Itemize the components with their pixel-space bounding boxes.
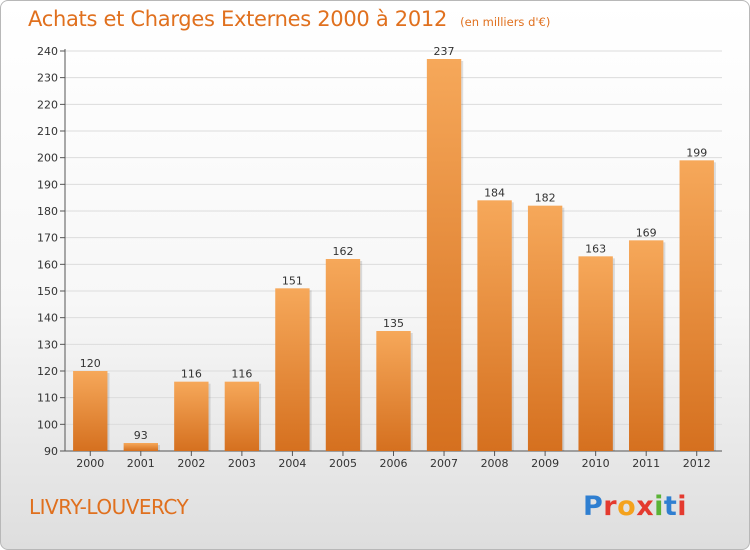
bar-rect (275, 288, 310, 451)
y-tick-label: 140 (37, 312, 58, 325)
x-tick-label: 2004 (278, 457, 306, 470)
y-tick-label: 200 (37, 152, 58, 165)
data-label: 116 (181, 368, 202, 381)
logo-letter: P (583, 491, 604, 522)
y-tick-label: 220 (37, 98, 58, 111)
data-label: 162 (332, 245, 353, 258)
bar-2008 (477, 200, 514, 451)
data-label: 169 (636, 226, 657, 239)
bar-rect (578, 256, 613, 451)
bar-rect (123, 443, 158, 451)
bar-rect (376, 331, 411, 451)
data-label: 184 (484, 186, 505, 199)
x-tick-label: 2008 (481, 457, 509, 470)
x-tick-label: 2003 (228, 457, 256, 470)
chart-title: Achats et Charges Externes 2000 à 2012 (… (28, 7, 550, 31)
bar-rect (477, 200, 512, 451)
logo-letter: i (677, 491, 688, 522)
data-label: 93 (134, 429, 148, 442)
data-label: 163 (585, 242, 606, 255)
y-tick-label: 150 (37, 285, 58, 298)
x-tick-label: 2011 (632, 457, 660, 470)
bar-rect (629, 240, 664, 451)
y-tick-label: 130 (37, 338, 58, 351)
chart-title-text: Achats et Charges Externes 2000 à 2012 (28, 7, 448, 31)
bar-2000 (73, 371, 110, 451)
y-tick-label: 190 (37, 178, 58, 191)
data-label: 120 (80, 357, 101, 370)
bar-rect (174, 381, 209, 451)
y-tick-label: 170 (37, 232, 58, 245)
y-tick-label: 90 (44, 445, 58, 458)
data-label: 199 (686, 146, 707, 159)
bar-2010 (578, 256, 615, 451)
data-label: 135 (383, 317, 404, 330)
bar-2003 (224, 381, 262, 451)
data-label: 182 (535, 192, 556, 205)
data-label: 237 (434, 45, 455, 58)
data-label: 151 (282, 274, 303, 287)
y-tick-label: 210 (37, 125, 58, 138)
bar-rect (426, 59, 462, 451)
x-tick-label: 2006 (380, 457, 408, 470)
logo-letter: r (603, 491, 618, 522)
x-tick-label: 2002 (177, 457, 205, 470)
bar-rect (527, 205, 563, 451)
y-tick-label: 120 (37, 365, 58, 378)
x-tick-label: 2009 (531, 457, 559, 470)
logo-letter: t (663, 491, 678, 522)
bar-rect (224, 381, 260, 451)
y-tick-label: 160 (37, 258, 58, 271)
bar-2004 (275, 288, 312, 451)
location-name: LIVRY-LOUVERCY (29, 495, 189, 519)
bar-rect (73, 371, 108, 451)
y-tick-label: 230 (37, 72, 58, 85)
x-tick-label: 2000 (76, 457, 104, 470)
x-tick-label: 2012 (683, 457, 711, 470)
bar-2002 (174, 381, 211, 451)
bar-2001 (123, 443, 160, 451)
logo-letter: o (617, 491, 637, 522)
x-tick-label: 2007 (430, 457, 458, 470)
bar-rect (325, 259, 361, 451)
bar-2005 (325, 259, 363, 451)
bar-2011 (629, 240, 666, 451)
bars (73, 59, 716, 452)
y-tick-label: 110 (37, 392, 58, 405)
x-tick-labels: 2000 2001 2002 2003 2004 2005 2006 2007 2008 2009… (76, 451, 711, 470)
x-tick-label: 2001 (127, 457, 155, 470)
proxiti-logo: Proxiti (583, 491, 687, 522)
bar-2007 (426, 59, 464, 451)
bar-rect (679, 160, 714, 452)
y-tick-labels: 90 100 110 120 130 140 150 160 170 180 190 200 210 22… (37, 45, 65, 458)
y-tick-label: 100 (37, 418, 58, 431)
data-label: 116 (231, 368, 252, 381)
y-tick-label: 240 (37, 45, 58, 58)
logo-letter: x (636, 491, 655, 522)
chart-unit-label: (en milliers d'€) (460, 15, 551, 29)
x-tick-label: 2010 (582, 457, 610, 470)
bar-2012 (679, 160, 716, 452)
x-tick-label: 2005 (329, 457, 357, 470)
data-labels: 120 93 116 116 151 162 135 237 184 182 163 169 199 (80, 45, 707, 442)
bar-2006 (376, 331, 413, 451)
logo-letter: i (654, 491, 664, 522)
y-tick-label: 180 (37, 205, 58, 218)
bar-2009 (527, 205, 565, 451)
